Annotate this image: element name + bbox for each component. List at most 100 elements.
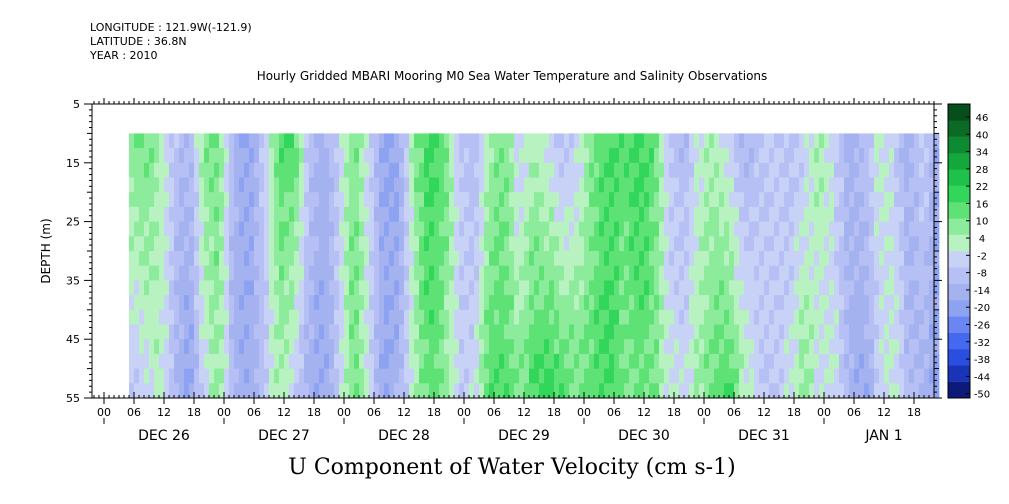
heatmap-cell <box>239 368 245 384</box>
heatmap-cell <box>324 368 330 384</box>
heatmap-cell <box>834 206 840 222</box>
heatmap-cell <box>669 236 675 252</box>
heatmap-cell <box>874 221 880 237</box>
heatmap-cell <box>859 221 865 237</box>
heatmap-cell <box>354 251 360 267</box>
heatmap-cell <box>809 221 815 237</box>
heatmap-cell <box>934 368 940 384</box>
heatmap-cell <box>499 383 505 399</box>
heatmap-cell <box>904 280 910 296</box>
heatmap-cell <box>149 206 155 222</box>
heatmap-cell <box>634 133 640 149</box>
heatmap-cell <box>184 221 190 237</box>
heatmap-cell <box>139 192 145 208</box>
heatmap-cell <box>439 324 445 340</box>
heatmap-cell <box>724 295 730 311</box>
heatmap-cell <box>359 295 365 311</box>
heatmap-cell <box>464 368 470 384</box>
heatmap-cell <box>369 133 375 149</box>
heatmap-cell <box>914 353 920 369</box>
heatmap-cell <box>514 162 520 178</box>
heatmap-cell <box>304 309 310 325</box>
heatmap-cell <box>559 324 565 340</box>
heatmap-cell <box>709 265 715 281</box>
heatmap-cell <box>804 148 810 164</box>
heatmap-cell <box>269 162 275 178</box>
heatmap-cell <box>309 206 315 222</box>
heatmap-cell <box>864 206 870 222</box>
heatmap-cell <box>334 221 340 237</box>
heatmap-cell <box>674 265 680 281</box>
heatmap-cell <box>754 265 760 281</box>
heatmap-cell <box>219 280 225 296</box>
heatmap-cell <box>249 206 255 222</box>
heatmap-cell <box>604 324 610 340</box>
heatmap-cell <box>909 295 915 311</box>
heatmap-cell <box>209 339 215 355</box>
heatmap-cell <box>519 309 525 325</box>
heatmap-cell <box>424 368 430 384</box>
heatmap-cell <box>439 177 445 193</box>
heatmap-cell <box>504 236 510 252</box>
heatmap-cell <box>814 236 820 252</box>
heatmap-cell <box>324 192 330 208</box>
heatmap-cell <box>879 148 885 164</box>
heatmap-cell <box>429 236 435 252</box>
heatmap-cell <box>379 133 385 149</box>
heatmap-cell <box>504 309 510 325</box>
heatmap-cell <box>134 353 140 369</box>
heatmap-cell <box>849 295 855 311</box>
heatmap-cell <box>244 324 250 340</box>
heatmap-cell <box>299 192 305 208</box>
heatmap-cell <box>929 368 935 384</box>
heatmap-cell <box>839 383 845 399</box>
heatmap-cell <box>559 309 565 325</box>
heatmap-cell <box>189 251 195 267</box>
heatmap-cell <box>914 383 920 399</box>
heatmap-cell <box>679 295 685 311</box>
heatmap-cell <box>659 192 665 208</box>
heatmap-cell <box>439 148 445 164</box>
heatmap-cell <box>619 265 625 281</box>
heatmap-cell <box>774 383 780 399</box>
heatmap-cell <box>374 339 380 355</box>
heatmap-cell <box>634 383 640 399</box>
heatmap-cell <box>174 309 180 325</box>
heatmap-cell <box>889 192 895 208</box>
heatmap-cell <box>764 236 770 252</box>
heatmap-cell <box>174 383 180 399</box>
heatmap-cell <box>239 162 245 178</box>
heatmap-cell <box>739 295 745 311</box>
heatmap-cell <box>769 206 775 222</box>
heatmap-cell <box>489 251 495 267</box>
heatmap-cell <box>594 133 600 149</box>
heatmap-cell <box>829 251 835 267</box>
heatmap-cell <box>139 133 145 149</box>
heatmap-cell <box>129 133 135 149</box>
heatmap-cell <box>349 177 355 193</box>
heatmap-cell <box>299 265 305 281</box>
heatmap-cell <box>689 236 695 252</box>
heatmap-cell <box>224 192 230 208</box>
heatmap-cell <box>869 133 875 149</box>
heatmap-cell <box>184 236 190 252</box>
heatmap-cell <box>174 148 180 164</box>
heatmap-cell <box>694 295 700 311</box>
heatmap-cell <box>664 236 670 252</box>
heatmap-cell <box>699 383 705 399</box>
heatmap-cell <box>289 353 295 369</box>
heatmap-cell <box>789 236 795 252</box>
heatmap-cell <box>804 177 810 193</box>
heatmap-cell <box>884 148 890 164</box>
heatmap-cell <box>729 309 735 325</box>
heatmap-cell <box>424 162 430 178</box>
heatmap-cell <box>844 368 850 384</box>
heatmap-cell <box>879 280 885 296</box>
heatmap-cell <box>494 309 500 325</box>
heatmap-cell <box>909 221 915 237</box>
heatmap-cell <box>774 177 780 193</box>
heatmap-cell <box>269 353 275 369</box>
heatmap-cell <box>449 324 455 340</box>
heatmap-cell <box>794 368 800 384</box>
heatmap-cell <box>329 206 335 222</box>
